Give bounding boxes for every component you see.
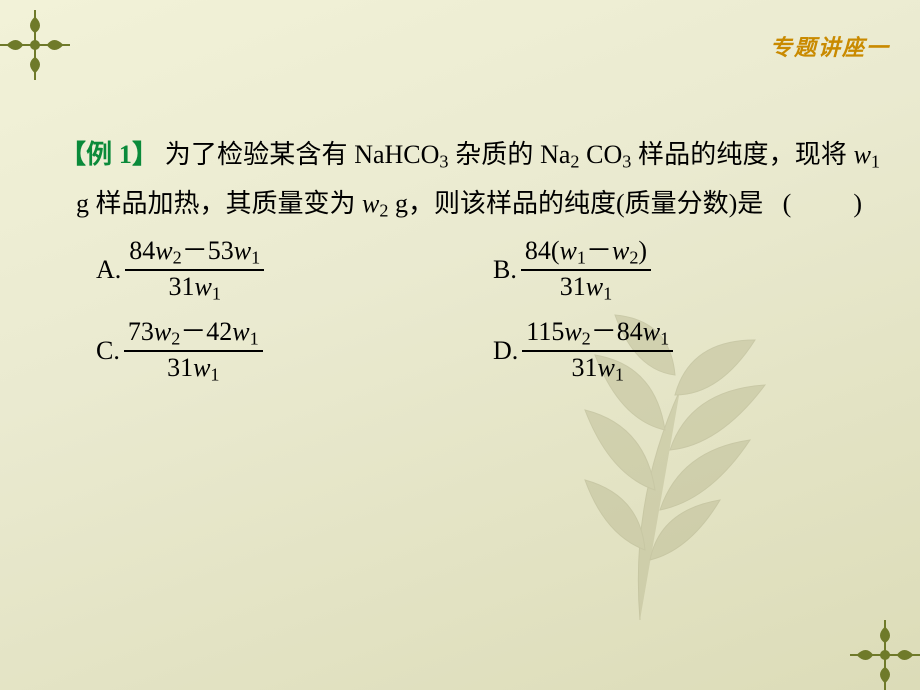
choice-grid: A. 84w2－53w1 31w1 B. 84(w1－w2) 31w1 — [60, 237, 880, 385]
a-num-b: 53 — [208, 236, 234, 265]
question-block: 【例 1】 为了检验某含有 NaHCO3 杂质的 Na2 CO3 样品的纯度，现… — [60, 130, 880, 385]
choice-b-fraction: 84(w1－w2) 31w1 — [521, 237, 651, 304]
question-text: 【例 1】 为了检验某含有 NaHCO3 杂质的 Na2 CO3 样品的纯度，现… — [60, 130, 880, 229]
d-num-a: 115 — [526, 317, 564, 346]
a-num-a: 84 — [129, 236, 155, 265]
var-w1-sub: 1 — [871, 152, 880, 172]
choice-d-label: D. — [493, 336, 518, 366]
choice-d: D. 115w2－84w1 31w1 — [493, 318, 880, 385]
q-text-2: 杂质的 Na — [455, 140, 570, 169]
c-num-c: 31 — [167, 353, 193, 382]
c-num-b: 42 — [206, 317, 232, 346]
choice-c-label: C. — [96, 336, 120, 366]
q-sub-2: 2 — [570, 152, 579, 172]
choice-a-label: A. — [96, 255, 121, 285]
choice-b-label: B. — [493, 255, 517, 285]
corner-decoration-bottom-right — [850, 620, 920, 690]
d-num-b: 84 — [617, 317, 643, 346]
a-num-c: 31 — [169, 272, 195, 301]
corner-decoration-top-left — [0, 10, 70, 80]
q-text-4: 样品的纯度，现将 — [638, 140, 854, 169]
var-w2-sub: 2 — [379, 201, 388, 221]
answer-paren: ( ) — [783, 179, 880, 228]
example-label: 【例 1】 — [60, 140, 158, 169]
d-num-c: 31 — [572, 353, 598, 382]
q-sub-1: 3 — [439, 152, 448, 172]
q-text-5: g 样品加热，其质量变为 — [76, 189, 362, 218]
q-text-1: 为了检验某含有 NaHCO — [165, 140, 440, 169]
choice-c: C. 73w2－42w1 31w1 — [96, 318, 483, 385]
b-num-a: 84 — [525, 236, 551, 265]
lecture-title: 专题讲座一 — [770, 30, 890, 62]
c-num-a: 73 — [128, 317, 154, 346]
q-text-6: g，则该样品的纯度(质量分数)是 — [395, 189, 763, 218]
choice-b: B. 84(w1－w2) 31w1 — [493, 237, 880, 304]
q-text-3: CO — [586, 140, 622, 169]
choice-a-fraction: 84w2－53w1 31w1 — [125, 237, 264, 304]
choice-d-fraction: 115w2－84w1 31w1 — [522, 318, 673, 385]
q-sub-3: 3 — [622, 152, 631, 172]
choice-c-fraction: 73w2－42w1 31w1 — [124, 318, 263, 385]
var-w2: w — [362, 189, 379, 218]
choice-a: A. 84w2－53w1 31w1 — [96, 237, 483, 304]
var-w1: w — [854, 140, 871, 169]
b-num-c: 31 — [560, 272, 586, 301]
